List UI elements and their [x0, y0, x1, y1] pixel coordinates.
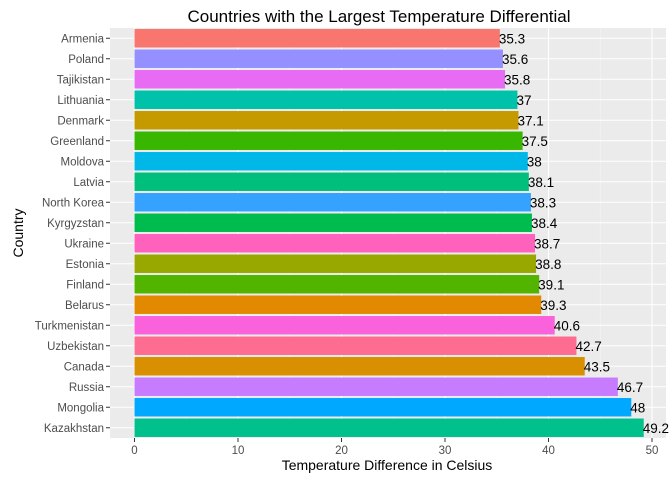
bar — [134, 377, 618, 396]
x-tick-label: 30 — [439, 445, 452, 457]
bar — [134, 418, 644, 437]
data-label: 38.7 — [534, 236, 560, 251]
bar — [134, 29, 500, 48]
y-tick-label: Kazakhstan — [44, 423, 104, 435]
y-tick-label: Estonia — [66, 259, 105, 271]
bar — [134, 90, 518, 109]
data-label: 42.7 — [575, 339, 601, 354]
data-label: 39.3 — [540, 298, 566, 313]
y-tick-label: Moldova — [61, 156, 105, 168]
x-tick-label: 20 — [335, 445, 348, 457]
y-tick-label: Greenland — [50, 136, 104, 148]
bar — [134, 357, 585, 376]
bar — [134, 111, 519, 130]
y-tick-label: Lithuania — [57, 95, 104, 107]
y-tick-label: Mongolia — [57, 402, 104, 414]
bar — [134, 295, 542, 314]
y-tick-label: North Korea — [42, 197, 105, 209]
data-label: 38.4 — [531, 216, 558, 231]
data-label: 35.6 — [502, 52, 528, 67]
bar — [134, 234, 536, 253]
bar — [134, 49, 503, 68]
data-label: 38 — [527, 154, 542, 169]
data-label: 43.5 — [584, 359, 610, 374]
y-tick-label: Uzbekistan — [47, 341, 104, 353]
y-tick-label: Belarus — [65, 300, 104, 312]
bar — [134, 152, 528, 171]
y-axis-title: Country — [10, 208, 26, 257]
y-tick-label: Poland — [68, 54, 104, 66]
x-tick-label: 0 — [131, 445, 137, 457]
data-label: 40.6 — [554, 318, 580, 333]
bar — [134, 398, 632, 417]
bar — [134, 131, 523, 150]
y-tick-label: Russia — [69, 382, 105, 394]
data-label: 39.1 — [538, 277, 564, 292]
x-tick-label: 40 — [542, 445, 555, 457]
bar — [134, 193, 531, 212]
y-tick-label: Canada — [64, 361, 105, 373]
bars — [134, 29, 644, 437]
bar — [134, 316, 555, 335]
x-axis: 0 10 20 30 40 50 — [131, 438, 658, 457]
data-label: 46.7 — [617, 380, 643, 395]
data-label: 38.1 — [528, 175, 554, 190]
data-label: 37 — [516, 93, 531, 108]
x-axis-title: Temperature Difference in Celsius — [282, 457, 493, 473]
chart-title: Countries with the Largest Temperature D… — [187, 7, 570, 26]
data-label: 37.1 — [517, 113, 543, 128]
data-label: 38.8 — [535, 257, 561, 272]
data-label: 37.5 — [522, 134, 548, 149]
data-label: 48 — [630, 400, 645, 415]
y-tick-label: Finland — [66, 279, 104, 291]
y-tick-label: Turkmenistan — [35, 320, 104, 332]
y-tick-label: Tajikistan — [57, 74, 104, 86]
data-label: 49.2 — [643, 421, 669, 436]
y-tick-label: Ukraine — [64, 238, 104, 250]
bar — [134, 254, 537, 273]
y-axis: Armenia Poland Tajikistan Lithuania Denmark G… — [35, 33, 110, 435]
bar — [134, 336, 577, 355]
data-label: 35.3 — [499, 31, 525, 46]
bar — [134, 213, 532, 232]
data-labels: 35.3 35.6 35.8 37 37.1 37.5 38 38.1 38.3 38.4 38.7… — [499, 31, 669, 436]
bar — [134, 275, 540, 294]
bar — [134, 70, 506, 89]
y-tick-label: Armenia — [61, 33, 104, 45]
y-tick-label: Latvia — [73, 177, 104, 189]
x-tick-label: 10 — [232, 445, 245, 457]
data-label: 38.3 — [530, 195, 556, 210]
x-tick-label: 50 — [646, 445, 659, 457]
data-label: 35.8 — [504, 72, 530, 87]
y-tick-label: Denmark — [57, 115, 104, 127]
plot-panel — [110, 28, 666, 438]
bar — [134, 172, 529, 191]
y-tick-label: Kyrgyzstan — [47, 218, 104, 230]
